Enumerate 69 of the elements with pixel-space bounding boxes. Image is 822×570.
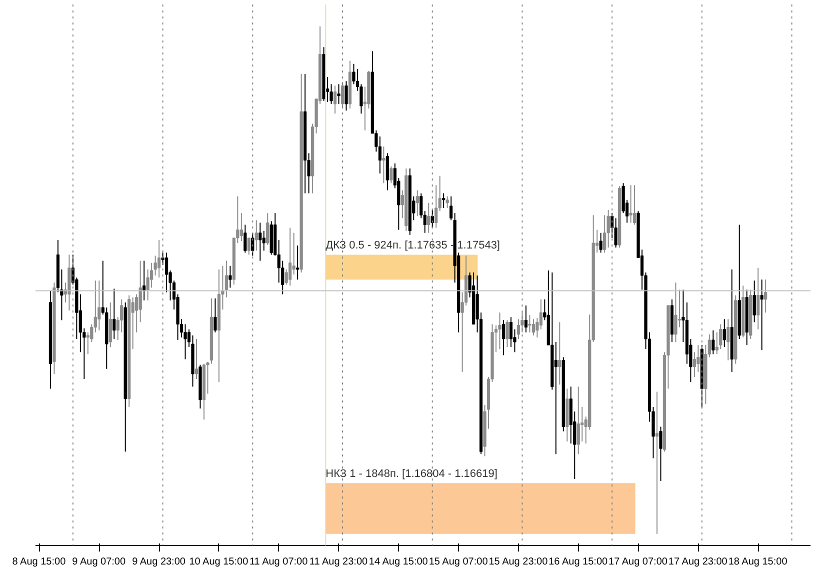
candlestick	[539, 298, 542, 330]
candlestick	[244, 224, 247, 254]
candlestick	[194, 338, 198, 380]
candlestick	[558, 322, 562, 386]
x-tick-label: 10 Aug 15:00	[189, 556, 249, 568]
candlestick	[442, 192, 446, 209]
candlestick	[288, 227, 292, 286]
candlestick	[157, 239, 161, 278]
candlestick	[378, 136, 382, 174]
candlestick	[430, 210, 434, 228]
candlestick	[296, 245, 300, 280]
candlestick	[382, 146, 386, 184]
candlestick	[416, 190, 419, 217]
candlestick	[726, 318, 730, 361]
candlestick	[112, 288, 116, 340]
x-tick-label: 15 Aug 23:00	[488, 556, 548, 568]
candlestick	[258, 222, 262, 262]
candlestick	[240, 212, 243, 242]
candlestick	[756, 267, 760, 330]
candlestick	[164, 252, 168, 293]
x-tick-label: 17 Aug 07:00	[608, 556, 668, 568]
candlestick	[629, 184, 632, 224]
x-tick-label: 18 Aug 15:00	[728, 556, 788, 568]
candlestick	[632, 184, 636, 226]
candlestick	[224, 260, 228, 298]
candlestick	[266, 212, 270, 246]
candlestick	[386, 152, 389, 191]
candlestick	[214, 298, 217, 333]
candlestick	[502, 320, 506, 356]
candlestick	[450, 196, 453, 221]
x-tick-label: 17 Aug 23:00	[668, 556, 728, 568]
candlestick	[554, 341, 558, 455]
candlestick	[498, 312, 502, 350]
band-label: ДКЗ 0.5 - 924п. [1.17635 - 1.17543]	[326, 240, 500, 252]
candlestick	[254, 220, 258, 252]
candlestick	[532, 318, 536, 336]
candlestick	[524, 304, 528, 333]
candlestick	[108, 302, 112, 348]
candlestick	[599, 232, 602, 254]
x-tick-label: 9 Aug 23:00	[132, 556, 186, 568]
x-tick-label: 16 Aug 15:00	[548, 556, 608, 568]
candlestick	[764, 279, 768, 314]
candlestick	[655, 391, 659, 534]
candlestick	[509, 316, 513, 348]
candlestick	[659, 426, 662, 482]
candlestick	[674, 282, 678, 342]
candlestick	[446, 196, 449, 209]
candlestick	[752, 280, 756, 323]
candlestick	[228, 265, 232, 288]
x-tick-label: 9 Aug 07:00	[72, 556, 126, 568]
candlestick	[603, 214, 606, 254]
candlestick	[722, 318, 726, 348]
x-tick-label: 11 Aug 23:00	[309, 556, 368, 568]
x-tick-label: 8 Aug 15:00	[12, 556, 66, 568]
candlestick	[390, 166, 393, 184]
candlestick	[719, 324, 722, 350]
candlestick	[344, 80, 348, 112]
candlestick	[333, 85, 337, 114]
candlestick	[712, 330, 715, 355]
candlestick	[576, 386, 580, 455]
candlestick	[760, 279, 764, 351]
x-tick-label: 11 Aug 07:00	[249, 556, 308, 568]
candlestick	[98, 280, 101, 331]
x-tick-label: 14 Aug 15:00	[368, 556, 428, 568]
candlestick	[528, 314, 532, 333]
candlestick	[506, 320, 509, 348]
x-tick-label: 15 Aug 07:00	[428, 556, 488, 568]
band-label: НКЗ 1 - 1848п. [1.16804 - 1.16619]	[326, 468, 498, 480]
candlestick	[337, 84, 340, 104]
